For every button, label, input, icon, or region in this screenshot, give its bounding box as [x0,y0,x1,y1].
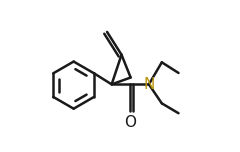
Text: O: O [124,115,136,130]
Text: N: N [143,77,155,92]
